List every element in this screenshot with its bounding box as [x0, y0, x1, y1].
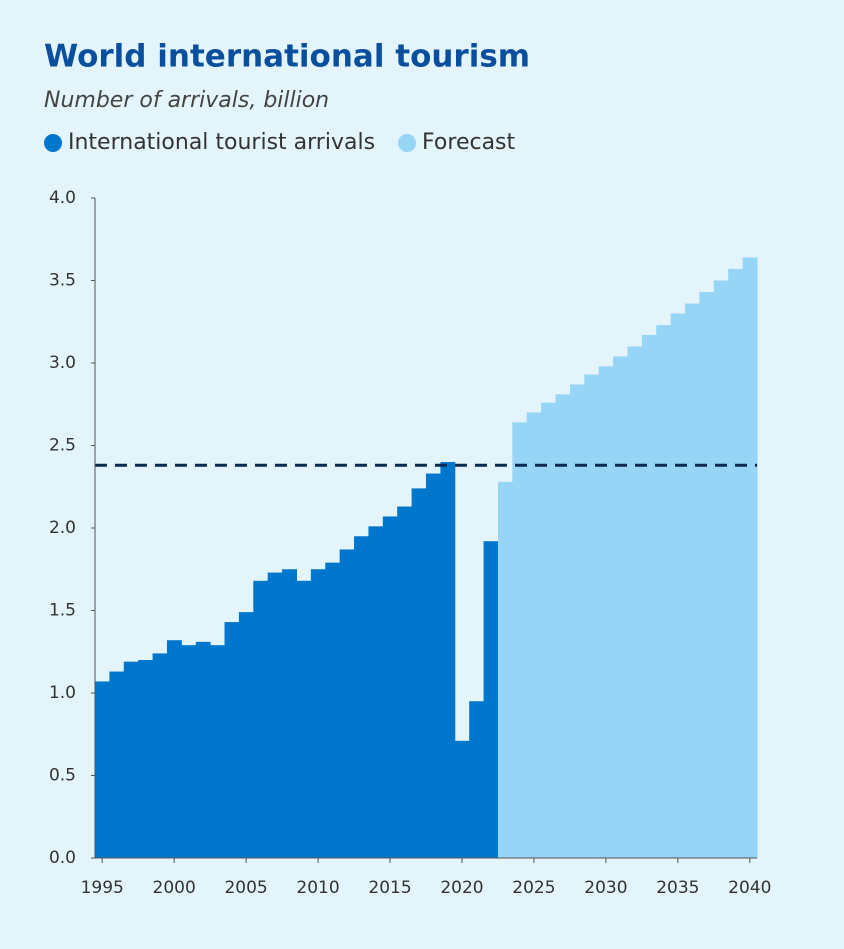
bar: [699, 292, 715, 858]
bar: [253, 580, 269, 858]
bar: [555, 394, 571, 858]
x-tick-label: 2005: [224, 878, 267, 898]
bar: [238, 612, 254, 858]
y-tick-label: 3.0: [49, 353, 76, 373]
y-tick-label: 1.5: [49, 601, 76, 621]
bar: [397, 506, 413, 858]
bar: [584, 374, 600, 858]
bar: [95, 681, 110, 858]
bar: [109, 671, 125, 858]
bar: [296, 580, 312, 858]
bar: [728, 268, 744, 858]
bar: [368, 526, 384, 858]
bar: [123, 661, 139, 858]
x-tick-label: 2035: [656, 878, 699, 898]
bar: [512, 422, 528, 858]
y-tick-label: 0.0: [49, 848, 76, 868]
bar: [138, 660, 154, 858]
bar: [310, 569, 326, 858]
x-tick-label: 1995: [81, 878, 124, 898]
legend-marker: [398, 134, 417, 152]
legend-label: Forecast: [422, 130, 515, 155]
y-tick-label: 1.0: [49, 683, 76, 703]
x-tick-label: 2020: [440, 878, 483, 898]
x-tick-label: 2015: [368, 878, 411, 898]
bar: [181, 645, 197, 858]
bar: [627, 346, 643, 858]
x-tick-label: 2000: [153, 878, 196, 898]
bar: [267, 572, 283, 858]
bar: [541, 402, 557, 858]
bar: [411, 488, 427, 858]
bar: [613, 356, 628, 858]
bar: [426, 473, 441, 858]
x-tick-label: 2030: [584, 878, 627, 898]
legend-marker: [44, 134, 62, 152]
bar: [598, 366, 614, 858]
bar: [339, 549, 355, 858]
bar: [742, 257, 758, 858]
bar: [685, 303, 700, 859]
chart-subtitle: Number of arrivals, billion: [44, 88, 329, 113]
y-tick-label: 2.0: [49, 518, 76, 538]
bar: [382, 516, 398, 858]
chart-title: World international tourism: [44, 39, 530, 75]
bar: [152, 653, 168, 858]
y-tick-label: 4.0: [49, 188, 76, 208]
bar: [440, 462, 456, 858]
bar: [325, 562, 341, 858]
bar: [641, 334, 657, 858]
legend-label: International tourist arrivals: [68, 130, 375, 155]
bar: [354, 536, 369, 858]
bar: [210, 645, 226, 858]
bar: [166, 640, 182, 858]
x-tick-label: 2010: [296, 878, 339, 898]
bar: [282, 569, 297, 858]
bar: [195, 641, 211, 858]
y-tick-label: 2.5: [49, 436, 76, 456]
y-tick-label: 0.5: [49, 766, 76, 786]
bar: [526, 412, 542, 858]
bar: [224, 622, 240, 858]
bar: [569, 384, 585, 858]
x-tick-label: 2025: [512, 878, 555, 898]
bar: [469, 701, 485, 858]
bar: [670, 313, 686, 858]
y-tick-label: 3.5: [49, 271, 76, 291]
bar: [454, 740, 470, 858]
x-tick-label: 2040: [728, 878, 771, 898]
bar: [483, 541, 499, 858]
bar: [497, 481, 513, 858]
bar: [656, 325, 672, 858]
bar: [713, 280, 729, 858]
